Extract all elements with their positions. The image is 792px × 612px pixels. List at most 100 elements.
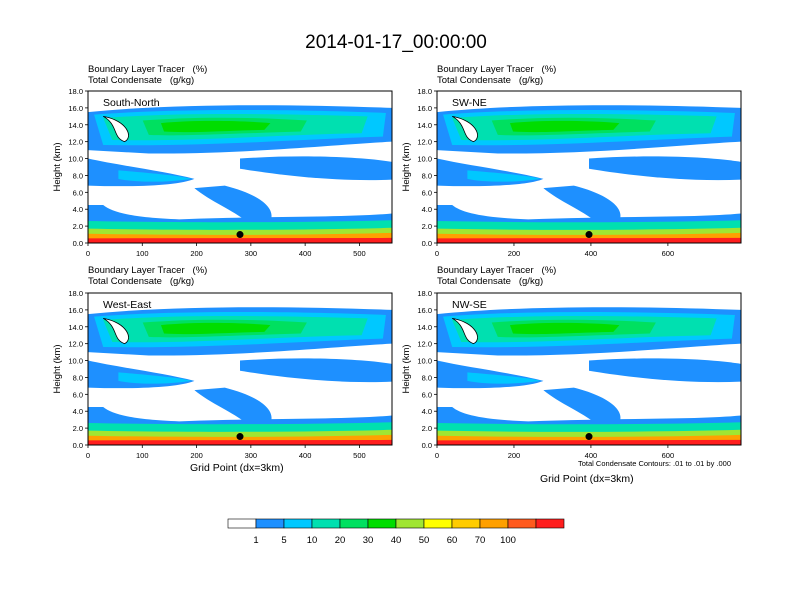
ylabel: Height (km) bbox=[401, 344, 412, 393]
surface-layer bbox=[437, 238, 741, 243]
ytick-label: 14.0 bbox=[68, 121, 83, 130]
location-marker bbox=[586, 433, 593, 440]
ytick-label: 18.0 bbox=[417, 87, 432, 96]
ytick-label: 12.0 bbox=[68, 340, 83, 349]
xtick-label: 400 bbox=[585, 451, 598, 460]
ytick-label: 10.0 bbox=[417, 155, 432, 164]
ytick-label: 0.0 bbox=[73, 441, 83, 450]
xtick-label: 200 bbox=[190, 451, 203, 460]
ytick-label: 16.0 bbox=[417, 306, 432, 315]
xtick-label: 200 bbox=[190, 249, 203, 258]
colorbar-label: 70 bbox=[475, 535, 486, 546]
colorbar-label: 100 bbox=[500, 535, 516, 546]
panel-2: SW-NE 0.0 2.0 4.0 6.0 8.0 10.0 12.0 14.0 16.0 18.0… bbox=[401, 87, 741, 258]
panel-1-label: South-North bbox=[103, 97, 160, 109]
surface-layer bbox=[88, 440, 392, 445]
ytick-label: 14.0 bbox=[417, 323, 432, 332]
colorbar-label: 5 bbox=[281, 535, 286, 546]
xtick-label: 400 bbox=[299, 249, 312, 258]
xtick-label: 500 bbox=[353, 451, 366, 460]
ytick-label: 16.0 bbox=[417, 104, 432, 113]
panel-3-field bbox=[88, 293, 392, 445]
panel-4: NW-SE 0.0 2.0 4.0 6.0 8.0 10.0 12.0 14.0 16.0 18.0… bbox=[401, 289, 741, 460]
xtick-label: 200 bbox=[508, 249, 521, 258]
ytick-label: 16.0 bbox=[68, 306, 83, 315]
colorbar-label: 1 bbox=[253, 535, 258, 546]
ytick-label: 0.0 bbox=[422, 239, 432, 248]
ytick-label: 6.0 bbox=[422, 188, 432, 197]
colorbar-swatch bbox=[284, 519, 312, 528]
colorbar-swatch bbox=[256, 519, 284, 528]
xtick-label: 300 bbox=[245, 249, 258, 258]
panel-4-field bbox=[437, 293, 741, 445]
xtick-label: 100 bbox=[136, 451, 149, 460]
ytick-label: 6.0 bbox=[73, 188, 83, 197]
ytick-label: 8.0 bbox=[422, 373, 432, 382]
colorbar-swatch bbox=[340, 519, 368, 528]
colorbar-swatch bbox=[480, 519, 508, 528]
ytick-label: 2.0 bbox=[73, 222, 83, 231]
colorbar-swatch bbox=[228, 519, 256, 528]
ytick-label: 4.0 bbox=[422, 205, 432, 214]
ytick-label: 4.0 bbox=[73, 407, 83, 416]
ylabel: Height (km) bbox=[52, 142, 63, 191]
xtick-label: 0 bbox=[86, 249, 90, 258]
panel-2-field bbox=[437, 91, 741, 243]
colorbar-swatch bbox=[424, 519, 452, 528]
panel-3: West-East 0.0 2.0 4.0 6.0 8.0 10.0 12.0 14.0 16.0… bbox=[52, 289, 392, 460]
xtick-label: 0 bbox=[435, 249, 439, 258]
colorbar-swatch bbox=[536, 519, 564, 528]
xtick-label: 100 bbox=[136, 249, 149, 258]
ylabel: Height (km) bbox=[401, 142, 412, 191]
ytick-label: 10.0 bbox=[68, 357, 83, 366]
colorbar-label: 20 bbox=[335, 535, 346, 546]
ytick-label: 2.0 bbox=[422, 424, 432, 433]
xtick-label: 400 bbox=[585, 249, 598, 258]
ytick-label: 6.0 bbox=[422, 390, 432, 399]
panel-2-label: SW-NE bbox=[452, 97, 487, 109]
ytick-label: 2.0 bbox=[422, 222, 432, 231]
ytick-label: 16.0 bbox=[68, 104, 83, 113]
ytick-label: 10.0 bbox=[68, 155, 83, 164]
colorbar-label: 50 bbox=[419, 535, 430, 546]
colorbar-label: 10 bbox=[307, 535, 318, 546]
ytick-label: 8.0 bbox=[422, 171, 432, 180]
ylabel: Height (km) bbox=[52, 344, 63, 393]
colorbar-swatch bbox=[508, 519, 536, 528]
colorbar-swatch bbox=[368, 519, 396, 528]
ytick-label: 4.0 bbox=[422, 407, 432, 416]
ytick-label: 8.0 bbox=[73, 171, 83, 180]
ytick-label: 10.0 bbox=[417, 357, 432, 366]
colorbar: 1 5 10 20 30 40 50 60 70 100 bbox=[228, 519, 564, 546]
location-marker bbox=[237, 433, 244, 440]
colorbar-label: 40 bbox=[391, 535, 402, 546]
panel-1-field bbox=[88, 91, 392, 243]
ytick-label: 12.0 bbox=[417, 340, 432, 349]
xtick-label: 600 bbox=[662, 451, 675, 460]
colorbar-swatch bbox=[396, 519, 424, 528]
ytick-label: 6.0 bbox=[73, 390, 83, 399]
ytick-label: 2.0 bbox=[73, 424, 83, 433]
xtick-label: 200 bbox=[508, 451, 521, 460]
ytick-label: 14.0 bbox=[417, 121, 432, 130]
surface-layer bbox=[437, 440, 741, 445]
panel-4-label: NW-SE bbox=[452, 299, 487, 311]
colorbar-label: 60 bbox=[447, 535, 458, 546]
xtick-label: 600 bbox=[662, 249, 675, 258]
ytick-label: 14.0 bbox=[68, 323, 83, 332]
panel-1: South-North 0.0 2.0 4.0 6.0 8.0 10.0 12.0 14.0 16… bbox=[52, 87, 392, 258]
location-marker bbox=[237, 231, 244, 238]
ytick-label: 0.0 bbox=[422, 441, 432, 450]
xtick-label: 0 bbox=[86, 451, 90, 460]
ytick-label: 4.0 bbox=[73, 205, 83, 214]
ytick-label: 12.0 bbox=[68, 138, 83, 147]
ytick-label: 18.0 bbox=[68, 87, 83, 96]
ytick-label: 18.0 bbox=[417, 289, 432, 298]
colorbar-swatch bbox=[312, 519, 340, 528]
colorbar-swatch bbox=[452, 519, 480, 528]
xtick-label: 300 bbox=[245, 451, 258, 460]
surface-layer bbox=[88, 238, 392, 243]
xtick-label: 0 bbox=[435, 451, 439, 460]
ytick-label: 12.0 bbox=[417, 138, 432, 147]
